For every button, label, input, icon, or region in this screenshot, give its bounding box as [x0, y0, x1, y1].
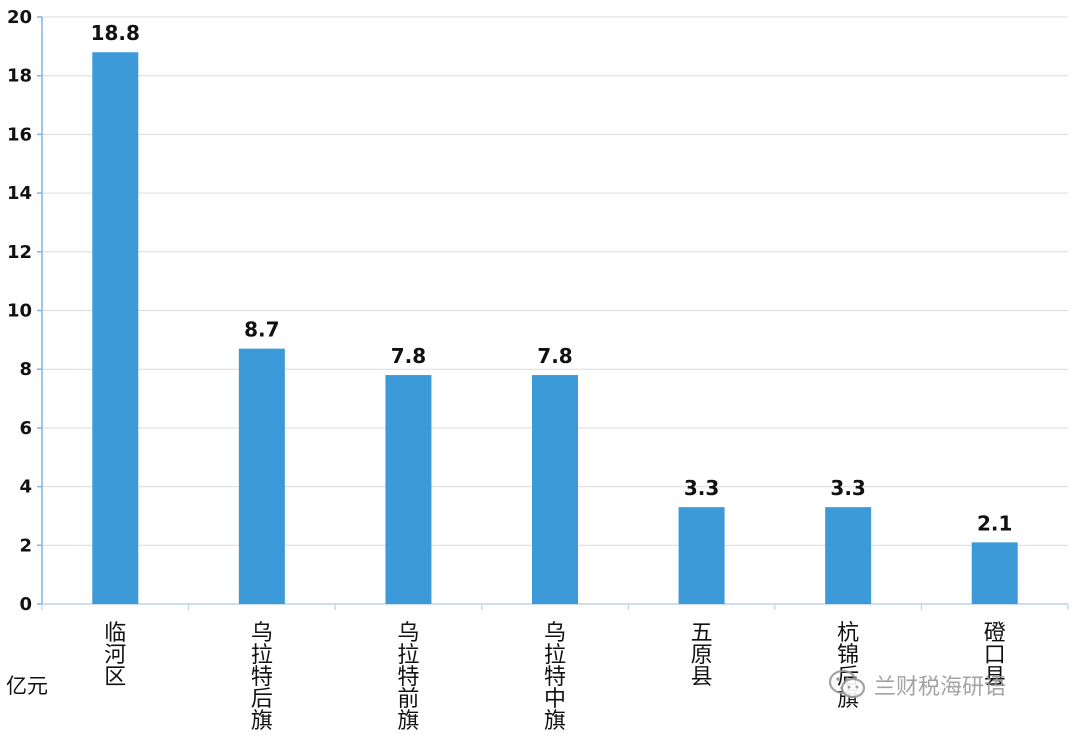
- y-axis-unit-label: 亿元: [6, 674, 48, 698]
- y-tick-label: 8: [19, 359, 32, 380]
- value-label: 7.8: [537, 344, 572, 368]
- bar: [92, 52, 139, 605]
- gridlines: [42, 16, 1068, 546]
- y-tick-label: 2: [19, 535, 32, 556]
- y-axis-ticks: 0 2 4 6 8 10 12 14 16 18 20: [7, 7, 42, 615]
- category-label: 临河区: [104, 621, 126, 690]
- value-label: 3.3: [684, 476, 719, 500]
- value-label: 3.3: [830, 476, 865, 500]
- bar: [385, 375, 432, 604]
- value-label: 18.8: [91, 21, 140, 45]
- category-label: 五原县: [691, 621, 713, 690]
- y-tick-label: 0: [19, 594, 32, 615]
- watermark-text: 兰财税海研语: [874, 675, 1007, 700]
- bars: [92, 52, 1018, 605]
- category-label: 乌拉特前旗: [397, 621, 419, 734]
- value-label: 2.1: [977, 511, 1012, 535]
- value-labels: 18.8 8.7 7.8 7.8 3.3 3.3 2.1: [91, 21, 1013, 535]
- bar: [532, 375, 578, 604]
- y-tick-label: 20: [7, 7, 32, 28]
- y-tick-label: 12: [7, 242, 32, 263]
- bar: [825, 507, 872, 604]
- category-label: 乌拉特后旗: [251, 621, 273, 734]
- category-label: 乌拉特中旗: [544, 621, 566, 734]
- y-tick-label: 14: [7, 183, 32, 204]
- bar: [238, 348, 285, 604]
- value-label: 7.8: [391, 344, 426, 368]
- bar: [678, 507, 725, 604]
- y-tick-label: 4: [19, 477, 32, 498]
- wechat-icon: [828, 668, 866, 702]
- bar: [971, 542, 1018, 604]
- watermark: 兰财税海研语: [828, 668, 1006, 702]
- value-label: 8.7: [244, 318, 279, 342]
- y-tick-label: 10: [7, 301, 32, 322]
- y-tick-label: 6: [19, 418, 32, 439]
- y-tick-label: 18: [7, 66, 32, 87]
- y-tick-label: 16: [7, 124, 32, 145]
- category-label: 磴口县: [984, 621, 1006, 690]
